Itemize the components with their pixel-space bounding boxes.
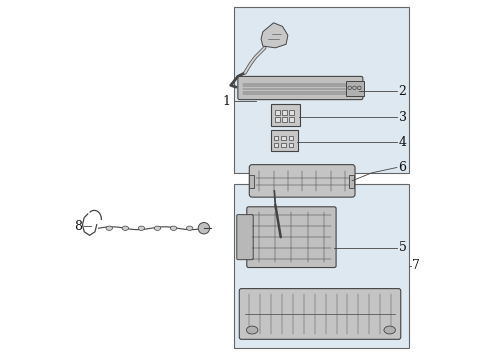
- FancyBboxPatch shape: [249, 165, 355, 197]
- Text: 1: 1: [223, 95, 231, 108]
- Bar: [282, 110, 287, 114]
- FancyBboxPatch shape: [270, 130, 298, 151]
- Bar: [273, 136, 278, 140]
- Bar: [348, 175, 354, 188]
- Text: 7: 7: [412, 259, 420, 272]
- Ellipse shape: [246, 326, 258, 334]
- Bar: [281, 143, 286, 148]
- Text: 6: 6: [398, 161, 407, 174]
- FancyBboxPatch shape: [237, 215, 253, 260]
- Bar: [281, 136, 286, 140]
- Ellipse shape: [154, 226, 161, 230]
- Bar: [275, 110, 280, 114]
- Bar: [282, 117, 287, 122]
- Bar: [234, 7, 409, 173]
- Bar: [289, 117, 294, 122]
- Bar: [248, 175, 253, 188]
- FancyBboxPatch shape: [346, 81, 364, 96]
- Polygon shape: [261, 23, 288, 48]
- Ellipse shape: [122, 226, 128, 230]
- Ellipse shape: [384, 326, 395, 334]
- FancyBboxPatch shape: [239, 289, 401, 339]
- Text: 5: 5: [398, 241, 407, 255]
- Text: 8: 8: [74, 220, 82, 233]
- FancyBboxPatch shape: [270, 104, 300, 126]
- Ellipse shape: [186, 226, 193, 230]
- FancyBboxPatch shape: [238, 76, 363, 100]
- Bar: [289, 143, 293, 148]
- Text: 4: 4: [398, 136, 407, 149]
- Text: 3: 3: [398, 111, 407, 123]
- Text: 2: 2: [398, 85, 407, 98]
- Ellipse shape: [138, 226, 145, 230]
- Bar: [275, 117, 280, 122]
- Bar: [234, 184, 409, 348]
- Bar: [289, 110, 294, 114]
- Ellipse shape: [106, 226, 113, 230]
- Bar: [289, 136, 293, 140]
- Ellipse shape: [171, 226, 177, 230]
- Bar: [273, 143, 278, 148]
- FancyBboxPatch shape: [247, 207, 336, 267]
- Circle shape: [198, 222, 210, 234]
